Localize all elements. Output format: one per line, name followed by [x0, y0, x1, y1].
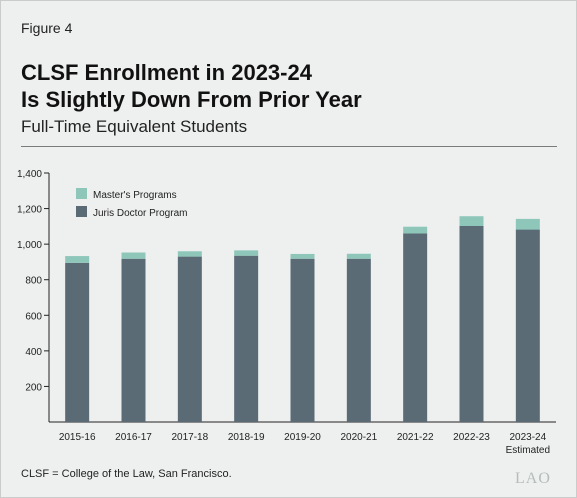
bar-juris-doctor	[459, 226, 484, 422]
title-line-2: Is Slightly Down From Prior Year	[21, 87, 362, 112]
y-tick-label: 600	[25, 311, 42, 322]
chart-subtitle: Full-Time Equivalent Students	[21, 117, 248, 136]
bar-masters	[65, 256, 90, 263]
bar-juris-doctor	[403, 233, 428, 422]
title-line-1: CLSF Enrollment in 2023-24	[21, 60, 312, 85]
bar-masters	[459, 216, 484, 227]
x-tick-label: 2020-21	[340, 432, 377, 443]
bar-masters	[515, 218, 540, 230]
y-tick-label: 1,000	[17, 240, 42, 251]
x-tick-label: 2019-20	[284, 432, 321, 443]
bar-juris-doctor	[515, 229, 540, 422]
y-tick-label: 1,400	[17, 169, 42, 180]
y-tick-label: 400	[25, 347, 42, 358]
bar-masters	[290, 253, 315, 259]
bar-masters	[234, 250, 259, 256]
title-divider	[21, 146, 557, 147]
legend-swatch	[76, 206, 87, 217]
x-tick-label: 2021-22	[397, 432, 434, 443]
enrollment-bar-chart: 200 400 600 800 1,000 1,200 1,400 2015-16 2016-1…	[17, 169, 556, 456]
bar-juris-doctor	[290, 258, 315, 422]
bar-juris-doctor	[121, 258, 146, 422]
bar-juris-doctor	[177, 256, 202, 422]
bar-juris-doctor	[65, 262, 90, 422]
bar-masters	[177, 251, 202, 257]
x-tick-label: 2015-16	[59, 432, 96, 443]
bar-masters	[121, 252, 146, 259]
y-tick-label: 200	[25, 382, 42, 393]
x-tick-label: 2016-17	[115, 432, 152, 443]
x-tick-sublabel: Estimated	[506, 445, 550, 456]
lao-logo: LAO	[515, 470, 551, 487]
x-tick-label: 2022-23	[453, 432, 490, 443]
x-tick-label: 2017-18	[171, 432, 208, 443]
legend-label: Juris Doctor Program	[93, 208, 187, 219]
bar-juris-doctor	[346, 258, 371, 422]
x-tick-label: 2023-24	[509, 432, 546, 443]
legend-label: Master's Programs	[93, 190, 177, 201]
figure-label: Figure 4	[21, 20, 73, 36]
y-tick-label: 1,200	[17, 205, 42, 216]
bar-masters	[403, 226, 428, 234]
legend-swatch	[76, 188, 87, 199]
x-tick-label: 2018-19	[228, 432, 265, 443]
bar-juris-doctor	[234, 255, 259, 422]
bar-masters	[346, 253, 371, 259]
footnote: CLSF = College of the Law, San Francisco…	[21, 468, 232, 480]
chart-title: CLSF Enrollment in 2023-24 Is Slightly D…	[21, 59, 362, 113]
y-tick-label: 800	[25, 276, 42, 287]
